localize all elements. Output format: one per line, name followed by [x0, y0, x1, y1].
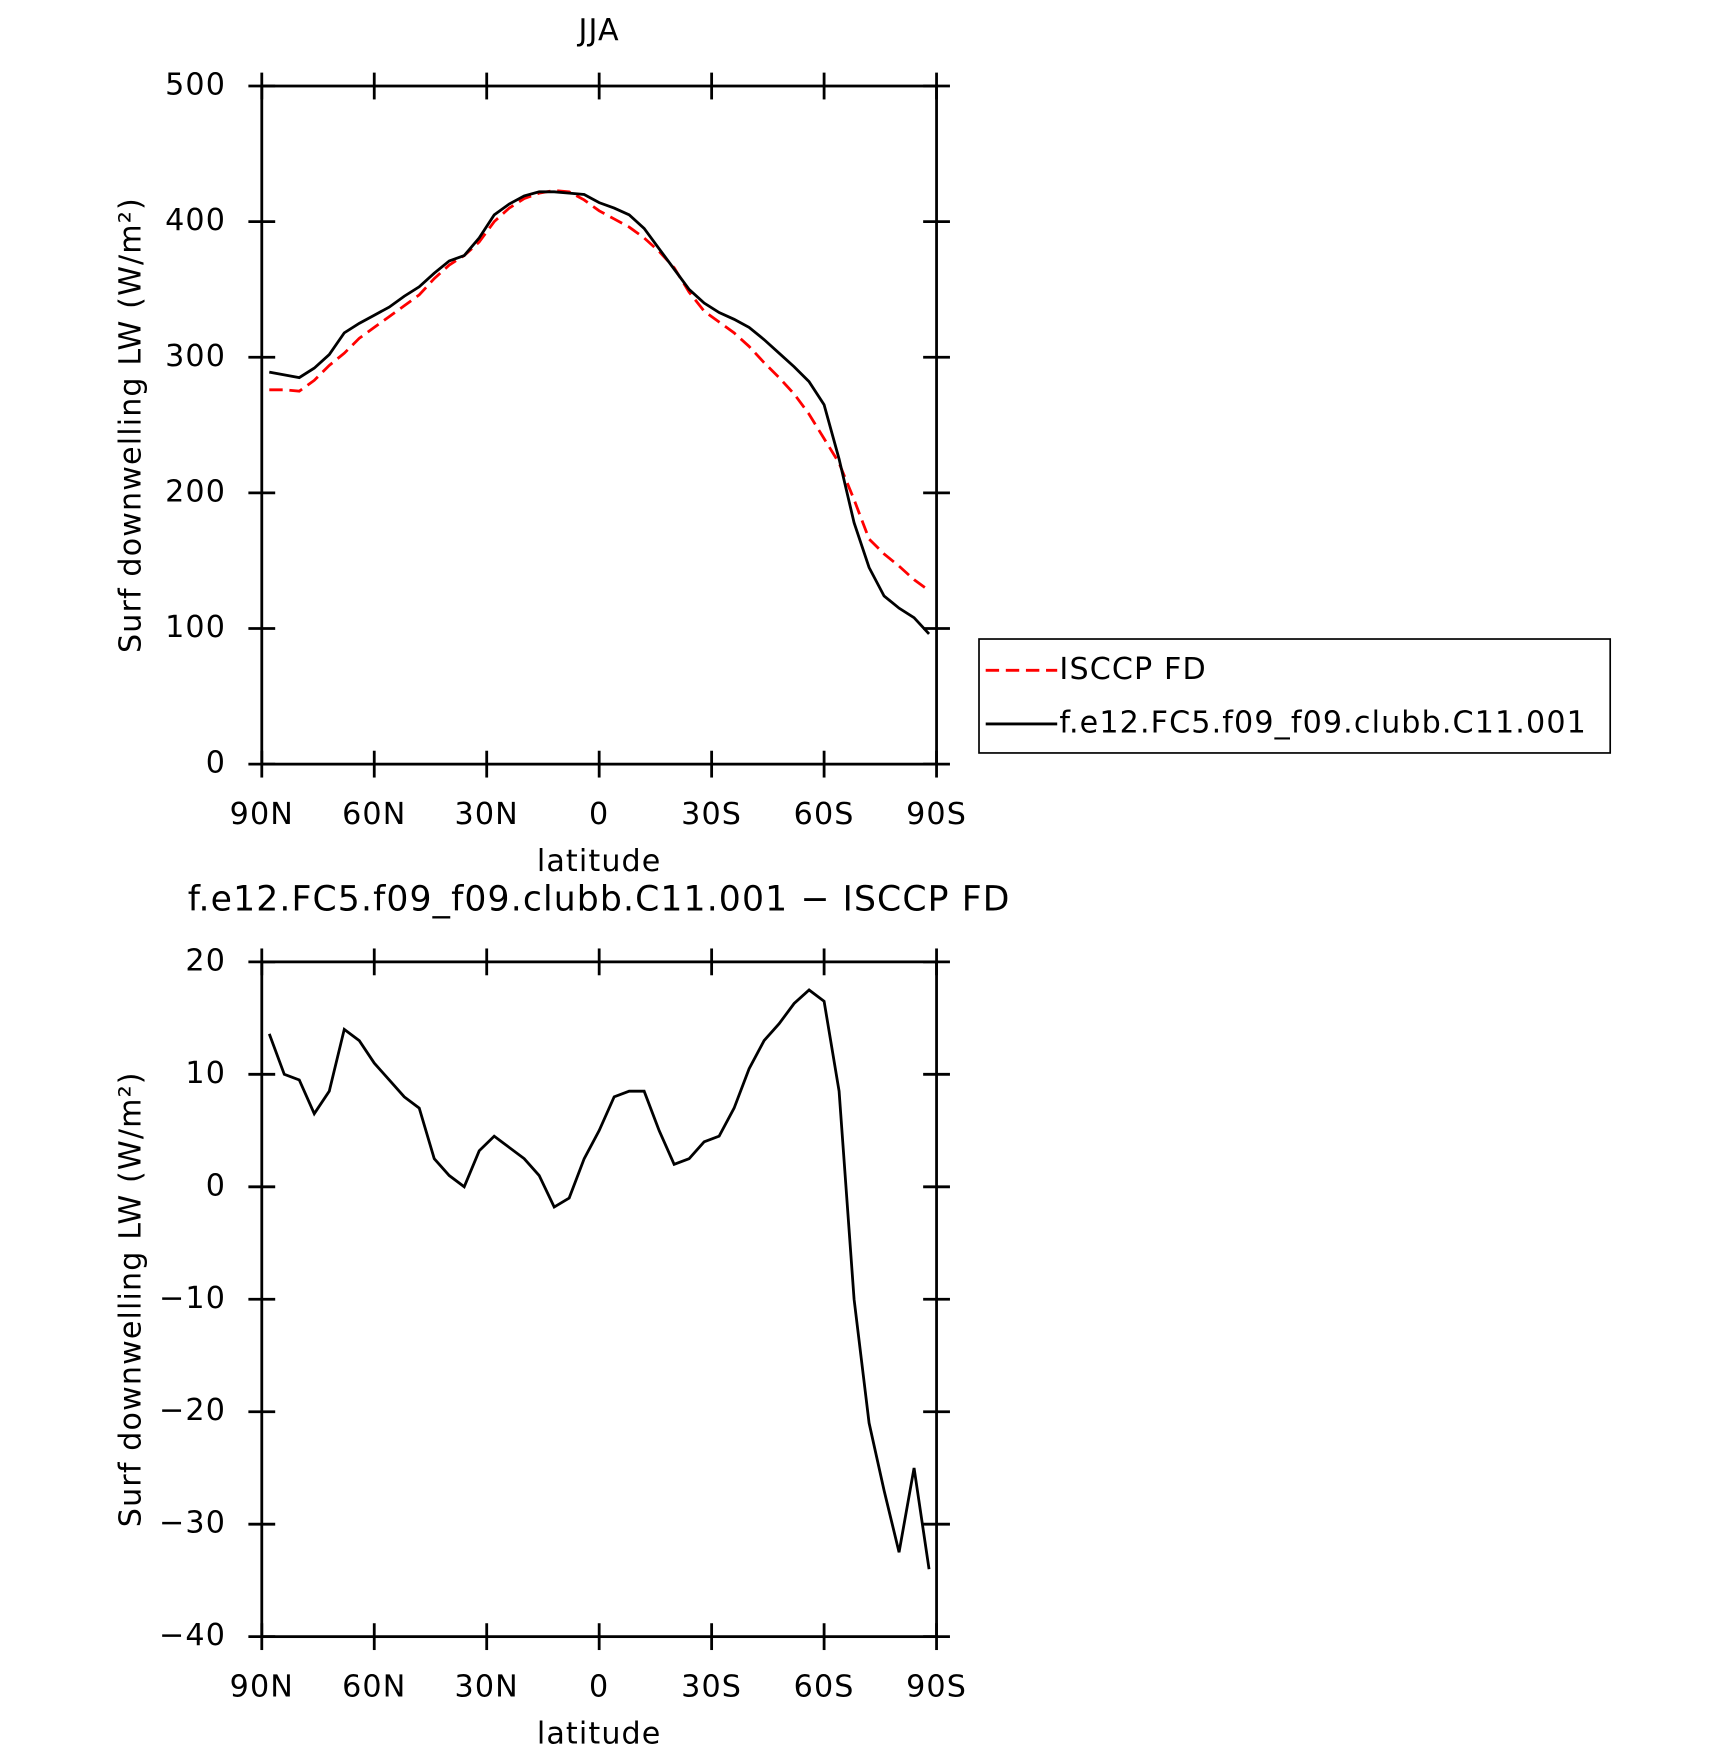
y-tick-label: −30: [159, 1506, 226, 1541]
x-tick-label: 0: [589, 1670, 609, 1705]
legend-box: [978, 638, 1612, 754]
x-tick-label: 90S: [906, 1670, 967, 1705]
y-axis-label: Surf downwelling LW (W/m²): [114, 197, 149, 653]
legend-label: f.e12.FC5.f09_f09.clubb.C11.001: [1059, 705, 1586, 740]
y-tick-label: −40: [159, 1618, 226, 1653]
x-tick-label: 90S: [906, 797, 967, 832]
x-tick-label: 30S: [681, 1670, 742, 1705]
chart-title: f.e12.FC5.f09_f09.clubb.C11.001 − ISCCP …: [188, 879, 1011, 919]
y-tick-label: −10: [159, 1281, 226, 1316]
y-tick-label: 20: [185, 943, 226, 978]
x-axis-label: latitude: [537, 1716, 662, 1745]
y-tick-label: 200: [165, 474, 226, 509]
x-tick-label: 0: [589, 797, 609, 832]
x-tick-label: 30S: [681, 797, 742, 832]
y-axis-label: Surf downwelling LW (W/m²): [114, 1071, 149, 1527]
legend-label: ISCCP FD: [1059, 652, 1206, 687]
data-line: [269, 189, 930, 592]
x-tick-label: 60N: [342, 797, 406, 832]
x-tick-label: 30N: [455, 797, 519, 832]
y-tick-label: 400: [165, 203, 226, 238]
y-tick-label: 100: [165, 610, 226, 645]
x-tick-label: 30N: [455, 1670, 519, 1705]
chart-title: JJA: [577, 13, 620, 48]
x-tick-label: 60S: [794, 1670, 855, 1705]
data-line: [267, 988, 931, 1570]
y-tick-label: 10: [185, 1056, 226, 1091]
y-tick-label: 300: [165, 339, 226, 374]
y-tick-label: −20: [159, 1393, 226, 1428]
x-tick-label: 90N: [230, 797, 294, 832]
x-axis-label: latitude: [537, 844, 662, 879]
y-tick-label: 0: [206, 1168, 226, 1203]
x-tick-label: 60S: [794, 797, 855, 832]
y-tick-label: 0: [206, 746, 226, 781]
plot-frame: [260, 84, 938, 766]
x-tick-label: 60N: [342, 1670, 406, 1705]
x-tick-label: 90N: [230, 1670, 294, 1705]
y-tick-label: 500: [165, 68, 226, 103]
data-line: [269, 190, 931, 635]
